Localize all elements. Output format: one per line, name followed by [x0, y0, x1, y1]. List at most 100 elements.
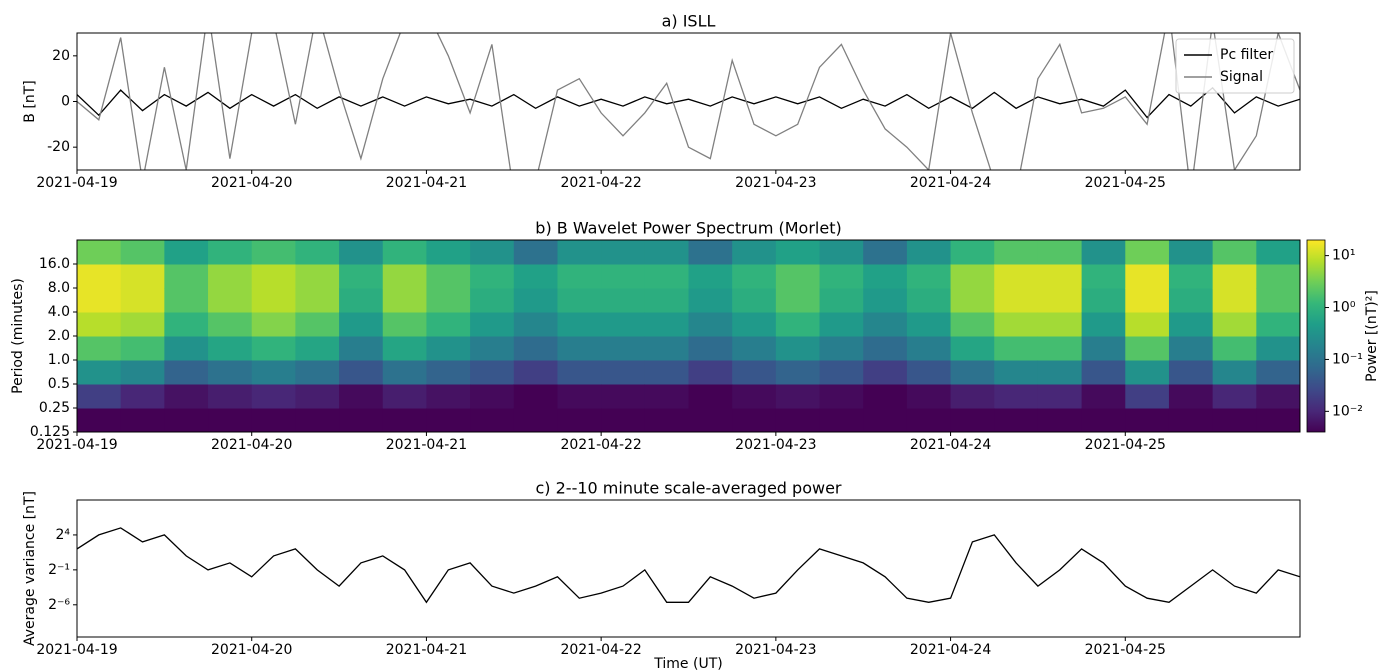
heat-cell	[644, 408, 689, 433]
x-axis-label: Time (UT)	[653, 656, 722, 672]
panel: c) 2--10 minute scale-averaged power Aver…	[22, 479, 1301, 672]
heat-cell	[950, 360, 995, 385]
y-axis-label: Period (minutes)	[10, 278, 26, 394]
heat-cell	[295, 408, 340, 433]
heat-cell	[688, 240, 733, 265]
heat-cell	[601, 408, 646, 433]
heat-cell	[1212, 288, 1257, 313]
heat-cell	[1125, 384, 1170, 409]
heat-cell	[1037, 336, 1083, 361]
y-tick-label: 2⁻¹	[48, 562, 70, 578]
y-tick-label: 2⁻⁶	[48, 597, 70, 613]
heat-cell	[688, 384, 733, 409]
heat-cell	[775, 264, 821, 289]
heat-cell	[863, 360, 908, 385]
heat-cell	[1256, 312, 1301, 337]
x-tick-label: 2021-04-24	[910, 642, 991, 658]
heat-cell	[994, 408, 1039, 433]
heat-cell	[339, 408, 384, 433]
heat-cell	[601, 264, 646, 289]
heat-cell	[906, 312, 952, 337]
heat-cell	[1037, 240, 1083, 265]
heat-cell	[863, 384, 908, 409]
heat-cell	[994, 288, 1039, 313]
legend-label: Pc filter	[1220, 47, 1273, 63]
x-tick-label: 2021-04-20	[211, 437, 292, 453]
heat-cell	[906, 264, 952, 289]
heat-cell	[557, 264, 602, 289]
x-tick-label: 2021-04-19	[36, 175, 117, 191]
heat-cell	[382, 408, 427, 433]
heat-cell	[164, 408, 209, 433]
heat-cell	[382, 240, 427, 265]
heat-cell	[382, 288, 427, 313]
heat-cell	[1256, 264, 1301, 289]
y-tick-label: 4.0	[48, 304, 70, 320]
heat-cell	[1256, 360, 1301, 385]
heat-cell	[251, 264, 296, 289]
heat-cell	[208, 384, 253, 409]
data-line	[77, 527, 1300, 604]
heat-cell	[164, 384, 209, 409]
x-tick-label: 2021-04-23	[735, 437, 816, 453]
heat-cell	[208, 264, 253, 289]
heat-cell	[251, 288, 296, 313]
heat-cell	[819, 240, 864, 265]
heat-cell	[164, 288, 209, 313]
heat-cell	[251, 312, 296, 337]
heat-cell	[644, 288, 689, 313]
heat-cell	[1037, 312, 1083, 337]
heat-cell	[77, 312, 122, 337]
heat-cell	[775, 240, 821, 265]
heat-cell	[1081, 240, 1126, 265]
heat-cell	[77, 408, 122, 433]
heat-cell	[513, 264, 558, 289]
heat-cell	[819, 288, 864, 313]
y-tick-label: 2.0	[48, 328, 70, 344]
heat-cell	[557, 384, 602, 409]
heat-cell	[339, 384, 384, 409]
heat-cell	[1212, 384, 1257, 409]
x-tick-label: 2021-04-25	[1085, 437, 1166, 453]
heat-cell	[77, 240, 122, 265]
heat-cell	[382, 336, 427, 361]
heat-cell	[1212, 264, 1257, 289]
heat-cell	[470, 360, 515, 385]
heat-cell	[1037, 360, 1083, 385]
heat-cell	[295, 336, 340, 361]
heat-cell	[601, 240, 646, 265]
heat-cell	[382, 384, 427, 409]
heat-cell	[688, 312, 733, 337]
heat-cell	[557, 288, 602, 313]
heat-cell	[950, 264, 995, 289]
heat-cell	[950, 240, 995, 265]
x-tick-label: 2021-04-23	[735, 642, 816, 658]
heat-cell	[1081, 408, 1126, 433]
heat-cell	[1212, 408, 1257, 433]
heat-cell	[77, 336, 122, 361]
heat-cell	[1125, 288, 1170, 313]
colorbar-tick-label: 10¹	[1332, 248, 1355, 264]
heat-cell	[732, 336, 777, 361]
heat-cell	[1212, 360, 1257, 385]
heat-cell	[906, 240, 952, 265]
heat-cell	[1168, 288, 1214, 313]
heat-cell	[644, 240, 689, 265]
heat-cell	[208, 288, 253, 313]
heat-cell	[426, 360, 471, 385]
heat-cell	[295, 288, 340, 313]
heat-cell	[994, 336, 1039, 361]
heat-cell	[1256, 288, 1301, 313]
x-tick-label: 2021-04-22	[560, 175, 641, 191]
x-tick-label: 2021-04-25	[1085, 642, 1166, 658]
heat-cell	[863, 288, 908, 313]
y-tick-label: 0.25	[39, 400, 70, 416]
heat-cell	[1256, 336, 1301, 361]
heat-cell	[1081, 264, 1126, 289]
heat-cell	[950, 288, 995, 313]
heat-cell	[470, 264, 515, 289]
heat-cell	[1168, 360, 1214, 385]
heat-cell	[426, 264, 471, 289]
heat-cell	[382, 312, 427, 337]
heat-cell	[775, 312, 821, 337]
